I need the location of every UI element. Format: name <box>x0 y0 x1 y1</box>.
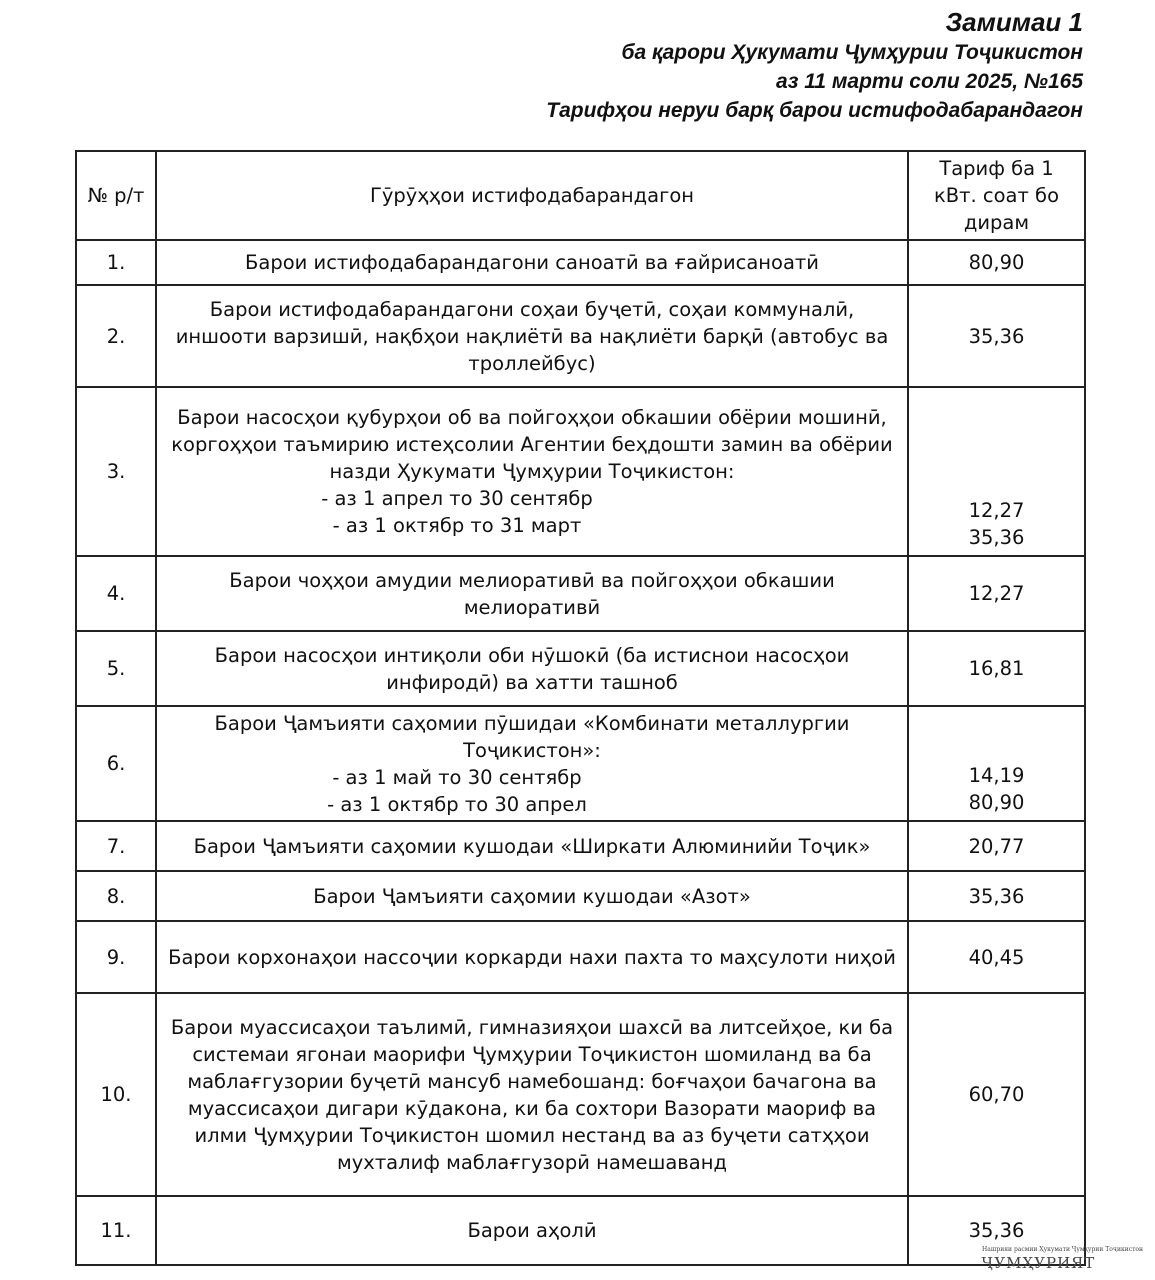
tariff-cell: 35,36 <box>907 284 1086 388</box>
tariff-value: 80,90 <box>968 791 1025 814</box>
table-row: 11. Барои аҳолӣ 35,36 <box>75 1195 1086 1266</box>
header-line: аз 11 марти соли 2025, №165 <box>776 70 1083 93</box>
period-item: - аз 1 май то 30 сентябр <box>332 765 582 789</box>
tariff-cell: 35,36 <box>907 870 1086 922</box>
column-header: Тариф ба 1 кВт. соат бо дирам <box>907 150 1086 241</box>
group-text: Барои истифодабарандагони соҳаи буҷетӣ, … <box>175 297 889 375</box>
tariff-value: 14,19 <box>968 764 1025 787</box>
tariff-table: № р/т Гӯрӯҳҳои истифодабарандагон Тариф … <box>75 150 1086 1266</box>
group-text: Барои чоҳҳои амудии мелиоративӣ ва пойго… <box>229 568 835 619</box>
row-number: 6. <box>75 705 157 822</box>
group-cell: Барои Ҷамъияти саҳомии кушодаи «Азот» <box>155 870 909 922</box>
tariff-value: 12,27 <box>968 499 1025 522</box>
tariff-value: 16,81 <box>968 657 1025 680</box>
row-number: 4. <box>75 555 157 632</box>
period-item: - аз 1 апрел то 30 сентябр <box>321 487 593 510</box>
group-text: Барои Ҷамъияти саҳомии кушодаи «Ширкати … <box>193 834 871 858</box>
row-number: 3. <box>75 386 157 557</box>
column-header: Гӯрӯҳҳои истифодабарандагон <box>155 150 909 241</box>
table-row: 9. Барои корхонаҳои нассоҷии коркарди нах… <box>75 920 1086 994</box>
period-item: - аз 1 октябр то 30 апрел <box>327 792 587 816</box>
column-header: № р/т <box>75 150 157 241</box>
tariff-cell: 12,27 35,36 <box>907 386 1086 557</box>
header-line: ба қарори Ҳукумати Ҷумҳурии Тоҷикистон <box>621 41 1083 64</box>
group-text: Барои Ҷамъияти саҳомии пӯшидаи «Комбинат… <box>214 711 850 762</box>
header-title: Замимаи 1 <box>945 7 1083 37</box>
group-cell: Барои истифодабарандагони соҳаи буҷетӣ, … <box>155 284 909 388</box>
group-text: Барои истифодабарандагони саноатӣ ва ғай… <box>245 251 819 274</box>
tariff-value: 20,77 <box>968 834 1025 858</box>
tariff-value: 35,36 <box>968 1219 1025 1242</box>
group-cell: Барои насосҳои қубурҳои об ва пойгоҳҳои … <box>155 386 909 557</box>
tariff-cell: 16,81 <box>907 630 1086 707</box>
tariff-value: 35,36 <box>968 324 1025 348</box>
tariff-value: 35,36 <box>968 884 1025 908</box>
table-row: 7. Барои Ҷамъияти саҳомии кушодаи «Ширкат… <box>75 820 1086 872</box>
table-row: 4. Барои чоҳҳои амудии мелиоративӣ ва пой… <box>75 555 1086 632</box>
tariff-value: 60,70 <box>968 1083 1025 1106</box>
group-cell: Барои аҳолӣ <box>155 1195 909 1266</box>
tariff-cell: 20,77 <box>907 820 1086 872</box>
row-number: 7. <box>75 820 157 872</box>
group-text: Барои Ҷамъияти саҳомии кушодаи «Азот» <box>313 884 751 908</box>
tariff-value: 80,90 <box>968 251 1025 274</box>
tariff-cell: 60,70 <box>907 992 1086 1197</box>
table-row: 2. Барои истифодабарандагони соҳаи буҷетӣ… <box>75 284 1086 388</box>
watermark-caption: Нашрияи расмии Ҳукумати Ҷумҳурии Тоҷикис… <box>982 1246 1143 1253</box>
row-number: 10. <box>75 992 157 1197</box>
header-line: Тарифҳои неруи барқ барои истифодабаранд… <box>546 99 1083 122</box>
table-row: 1. Барои истифодабарандагони саноатӣ ва ғ… <box>75 239 1086 286</box>
period-item: - аз 1 октябр то 31 март <box>332 514 582 537</box>
tariff-cell: 80,90 <box>907 239 1086 286</box>
group-cell: Барои насосҳои интиқоли оби нӯшокӣ (ба и… <box>155 630 909 707</box>
row-number: 8. <box>75 870 157 922</box>
group-text: Барои муассисаҳои таълимӣ, гимназияҳои ш… <box>170 1015 894 1174</box>
group-text: Барои насосҳои интиқоли оби нӯшокӣ (ба и… <box>214 643 850 694</box>
row-number: 2. <box>75 284 157 388</box>
group-cell: Барои муассисаҳои таълимӣ, гимназияҳои ш… <box>155 992 909 1197</box>
table-row: 6. Барои Ҷамъияти саҳомии пӯшидаи «Комбин… <box>75 705 1086 822</box>
row-number: 5. <box>75 630 157 707</box>
group-cell: Барои чоҳҳои амудии мелиоративӣ ва пойго… <box>155 555 909 632</box>
watermark-name: ҶУМҲУРИЯТ <box>982 1254 1096 1272</box>
group-cell: Барои Ҷамъияти саҳомии пӯшидаи «Комбинат… <box>155 705 909 822</box>
tariff-value: 35,36 <box>968 526 1025 549</box>
watermark: Нашрияи расмии Ҳукумати Ҷумҳурии Тоҷикис… <box>982 1246 1143 1272</box>
row-number: 9. <box>75 920 157 994</box>
tariff-cell: 14,19 80,90 <box>907 705 1086 822</box>
table-row: 3. Барои насосҳои қубурҳои об ва пойгоҳҳо… <box>75 386 1086 557</box>
header-row: № р/т Гӯрӯҳҳои истифодабарандагон Тариф … <box>75 150 1086 241</box>
row-number: 1. <box>75 239 157 286</box>
table-row: 10. Барои муассисаҳои таълимӣ, гимназияҳо… <box>75 992 1086 1197</box>
tariff-value: 12,27 <box>968 582 1025 605</box>
row-number: 11. <box>75 1195 157 1266</box>
tariff-value: 40,45 <box>968 945 1025 969</box>
group-text: Барои насосҳои қубурҳои об ва пойгоҳҳои … <box>171 406 893 483</box>
group-cell: Барои корхонаҳои нассоҷии коркарди нахи … <box>155 920 909 994</box>
group-text: Барои корхонаҳои нассоҷии коркарди нахи … <box>168 945 896 969</box>
tariff-cell: 12,27 <box>907 555 1086 632</box>
tariff-cell: 40,45 <box>907 920 1086 994</box>
table-row: 8. Барои Ҷамъияти саҳомии кушодаи «Азот» 3… <box>75 870 1086 922</box>
header: Замимаи 1 ба қарори Ҳукумати Ҷумҳурии Тоҷ… <box>546 6 1083 125</box>
table-row: 5. Барои насосҳои интиқоли оби нӯшокӣ (ба… <box>75 630 1086 707</box>
group-text: Барои аҳолӣ <box>467 1219 597 1242</box>
group-cell: Барои Ҷамъияти саҳомии кушодаи «Ширкати … <box>155 820 909 872</box>
group-cell: Барои истифодабарандагони саноатӣ ва ғай… <box>155 239 909 286</box>
tariff-cell: 35,36 <box>907 1195 1086 1266</box>
